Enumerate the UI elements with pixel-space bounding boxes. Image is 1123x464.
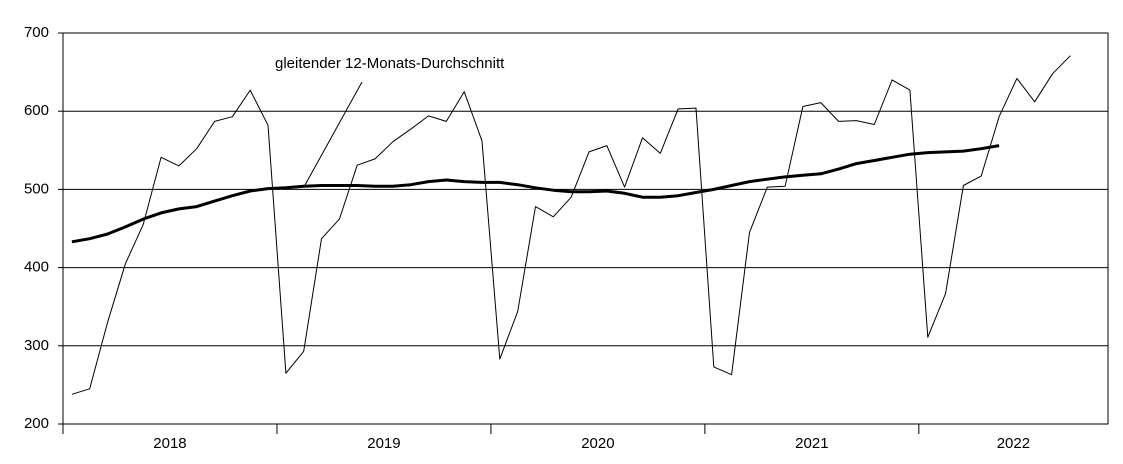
series-line: [71, 144, 1000, 244]
series-line: [71, 55, 1071, 395]
annotation-pointer: [304, 81, 363, 186]
annotation: gleitender 12-Monats-Durchschnitt: [275, 55, 505, 72]
y-tick-label: 200: [24, 415, 49, 432]
x-tick-label: 2019: [367, 435, 400, 452]
x-tick-label: 2022: [997, 435, 1030, 452]
y-tick-label: 600: [24, 102, 49, 119]
x-tick-label: 2021: [795, 435, 828, 452]
x-tick-label: 2018: [153, 435, 186, 452]
y-tick-label: 700: [24, 24, 49, 41]
y-tick-label: 500: [24, 180, 49, 197]
plot-frame: [62, 32, 1109, 425]
y-tick-label: 400: [24, 259, 49, 276]
y-tick-label: 300: [24, 337, 49, 354]
x-tick-label: 2020: [581, 435, 614, 452]
